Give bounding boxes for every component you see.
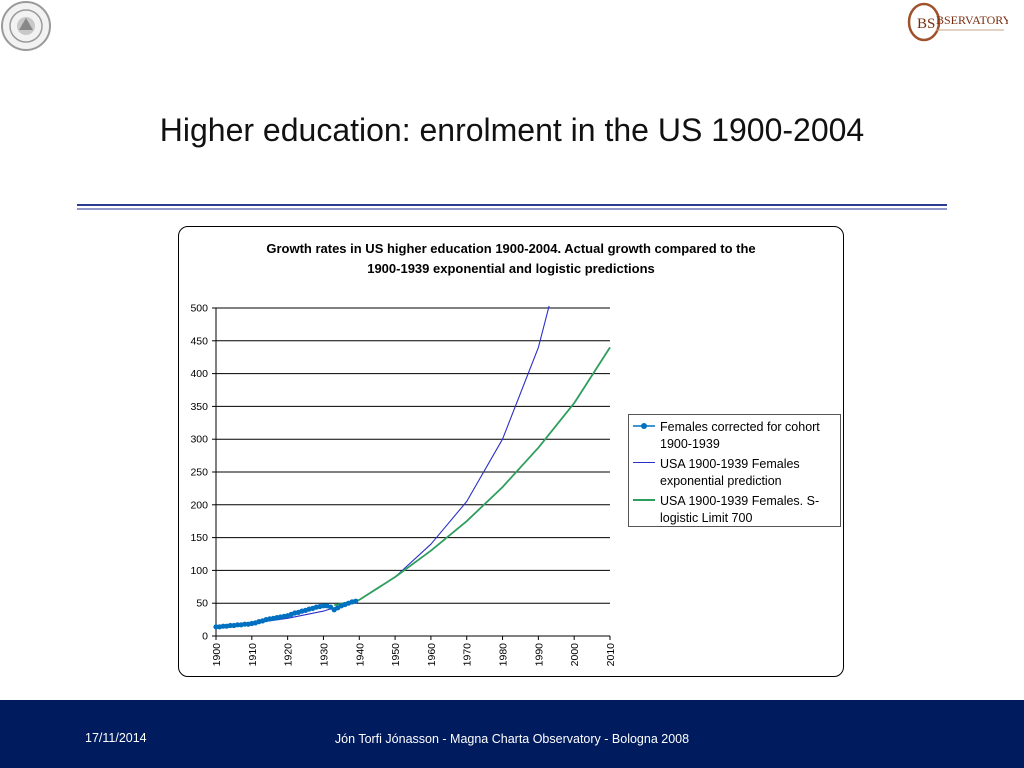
footer-bar: 17/11/2014 Jón Torfi Jónasson - Magna Ch… [0, 700, 1024, 768]
y-tick-label-150: 150 [190, 532, 208, 544]
footer-date: 17/11/2014 [85, 731, 147, 745]
y-tick-label-350: 350 [190, 401, 208, 413]
x-tick-label-1970: 1970 [462, 643, 474, 667]
x-tick-label-1950: 1950 [390, 643, 402, 667]
legend-label-logistic: USA 1900-1939 Females. S-logistic Limit … [660, 494, 820, 525]
y-tick-label-50: 50 [196, 598, 208, 610]
x-tick-label-1900: 1900 [211, 643, 223, 667]
chart-plot: 0 50 100 150 200 250 300 350 400 450 500 1900 1910 19… [190, 303, 617, 667]
y-tick-label-300: 300 [190, 434, 208, 446]
x-tick-label-1930: 1930 [318, 643, 330, 667]
y-tick-label-400: 400 [190, 368, 208, 380]
chart-title-line-1: Growth rates in US higher education 1900… [266, 241, 756, 256]
y-tick-label-450: 450 [190, 335, 208, 347]
series-line-logistic [334, 346, 611, 607]
data-point-actual-1900 [213, 624, 219, 630]
x-tick-label-1920: 1920 [283, 643, 295, 667]
data-point-actual-1906 [234, 622, 241, 628]
x-tick-label-2010: 2010 [605, 643, 617, 667]
data-point-actual-1904 [227, 622, 233, 629]
title-divider [77, 204, 947, 210]
x-tick-label-2000: 2000 [569, 643, 581, 667]
observatory-logo: BS BSERVATORY [904, 0, 1012, 44]
y-tick-label-250: 250 [190, 467, 208, 479]
logo-text: BSERVATORY [936, 13, 1008, 27]
legend-line-exponential [633, 462, 655, 463]
x-tick-label-1940: 1940 [354, 643, 366, 667]
x-tick-label-1980: 1980 [498, 643, 510, 667]
slide-title: Higher education: enrolment in the US 19… [159, 112, 865, 148]
legend-line-logistic [633, 499, 655, 501]
chart-title: Growth rates in US higher education 1900… [179, 239, 843, 279]
x-tick-label-1910: 1910 [247, 643, 259, 667]
y-tick-label-500: 500 [190, 303, 208, 315]
chart-panel: Growth rates in US higher education 1900… [178, 226, 844, 677]
chart-legend: Females corrected for cohort 1900-1939 U… [628, 414, 841, 527]
chart-title-line-2: 1900-1939 exponential and logistic predi… [367, 261, 655, 276]
y-tick-label-0: 0 [202, 631, 208, 643]
x-tick-label-1990: 1990 [533, 643, 545, 667]
y-tick-label-100: 100 [190, 565, 208, 577]
data-point-actual-1932 [328, 604, 334, 610]
university-seal-logo [0, 0, 52, 52]
series-line-exponential [215, 305, 550, 628]
legend-label-exponential: USA 1900-1939 Females exponential predic… [660, 457, 800, 488]
y-tick-label-200: 200 [190, 499, 208, 511]
x-tick-label-1960: 1960 [426, 643, 438, 667]
legend-label-actual: Females corrected for cohort 1900-1939 [660, 420, 820, 451]
footer-credit: Jón Torfi Jónasson - Magna Charta Observ… [334, 732, 690, 746]
svg-text:BS: BS [917, 16, 935, 32]
data-point-actual-1939 [353, 598, 359, 604]
legend-marker-actual [633, 423, 655, 429]
